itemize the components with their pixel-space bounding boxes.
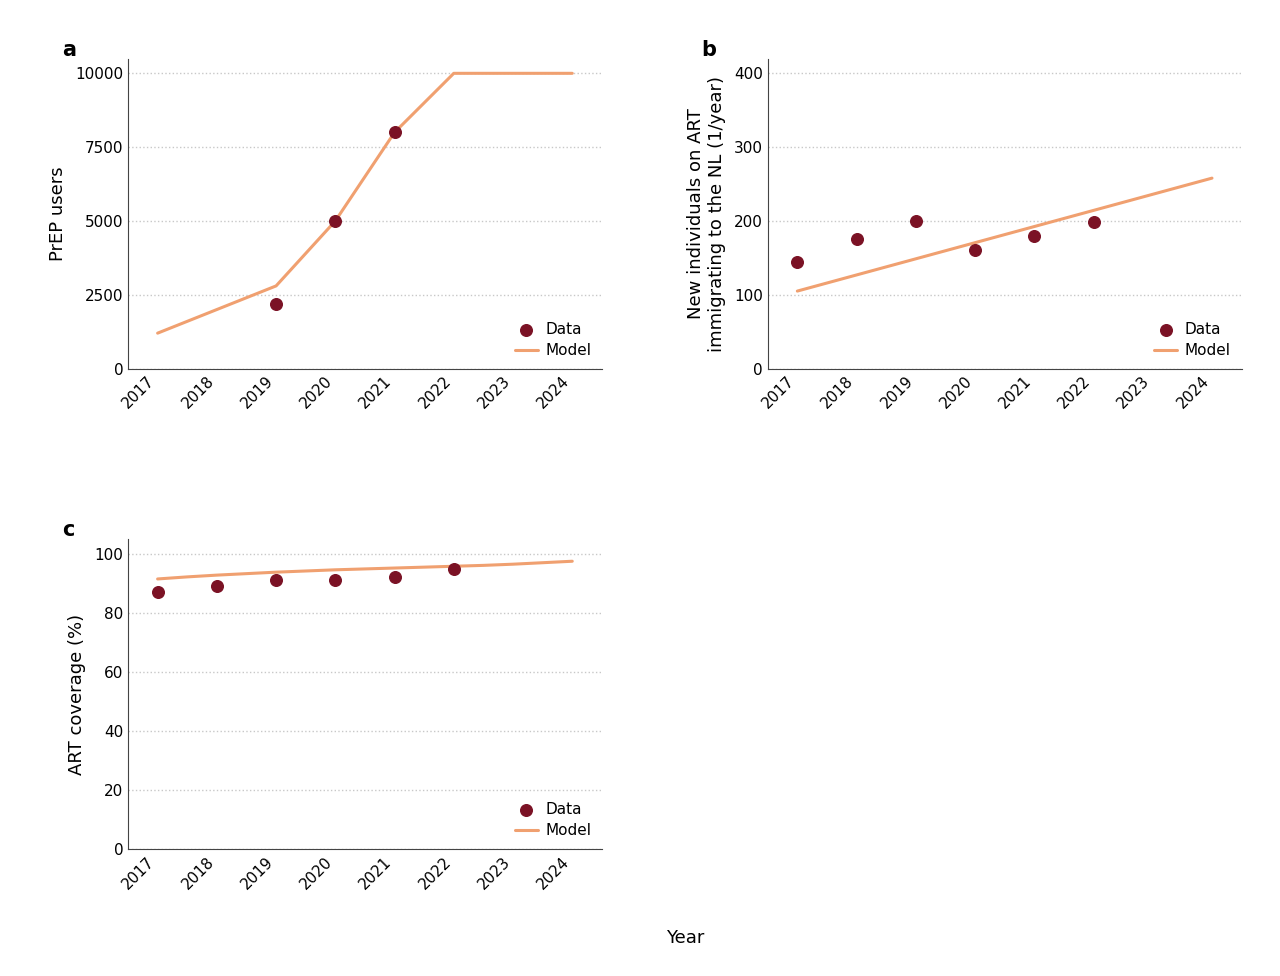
Model: [564, 555, 580, 567]
Text: b: b: [701, 40, 717, 60]
Model: [387, 562, 402, 574]
Data: [1083, 215, 1103, 230]
Data: [206, 579, 227, 594]
Model: [447, 67, 462, 79]
Text: Year: Year: [666, 929, 704, 947]
Data: [266, 573, 287, 589]
Data: [325, 213, 346, 228]
Legend: Data, Model: Data, Model: [1151, 319, 1234, 361]
Model: [476, 559, 492, 571]
Model: [209, 304, 224, 315]
Data: [384, 570, 404, 586]
Model: [269, 566, 284, 578]
Legend: Data, Model: Data, Model: [512, 319, 594, 361]
Model: [179, 571, 195, 583]
Model: [416, 561, 431, 573]
Model: [535, 557, 550, 569]
Legend: Data, Model: Data, Model: [512, 799, 594, 841]
Data: [384, 125, 404, 141]
Data: [266, 296, 287, 311]
Model: [506, 558, 521, 570]
Model: [269, 280, 284, 292]
Y-axis label: New individuals on ART
immigrating to the NL (1/year): New individuals on ART immigrating to th…: [687, 75, 726, 351]
Text: a: a: [61, 40, 76, 60]
Model: [506, 67, 521, 79]
Model: [387, 127, 402, 139]
Model: [328, 564, 343, 576]
Model: [357, 563, 372, 575]
Line: Model: Model: [157, 561, 572, 579]
Y-axis label: PrEP users: PrEP users: [49, 166, 67, 261]
Y-axis label: ART coverage (%): ART coverage (%): [68, 614, 86, 775]
Model: [564, 67, 580, 79]
Data: [325, 573, 346, 589]
Model: [447, 560, 462, 572]
Data: [444, 561, 465, 577]
Line: Model: Model: [157, 73, 572, 333]
Model: [209, 569, 224, 581]
Data: [846, 231, 867, 247]
Model: [150, 573, 165, 585]
Text: c: c: [61, 520, 74, 541]
Data: [905, 213, 925, 228]
Model: [239, 568, 255, 580]
Data: [147, 585, 168, 600]
Data: [787, 254, 808, 269]
Model: [328, 215, 343, 226]
Model: [298, 565, 314, 577]
Data: [965, 243, 986, 259]
Data: [1024, 228, 1044, 244]
Model: [150, 327, 165, 339]
